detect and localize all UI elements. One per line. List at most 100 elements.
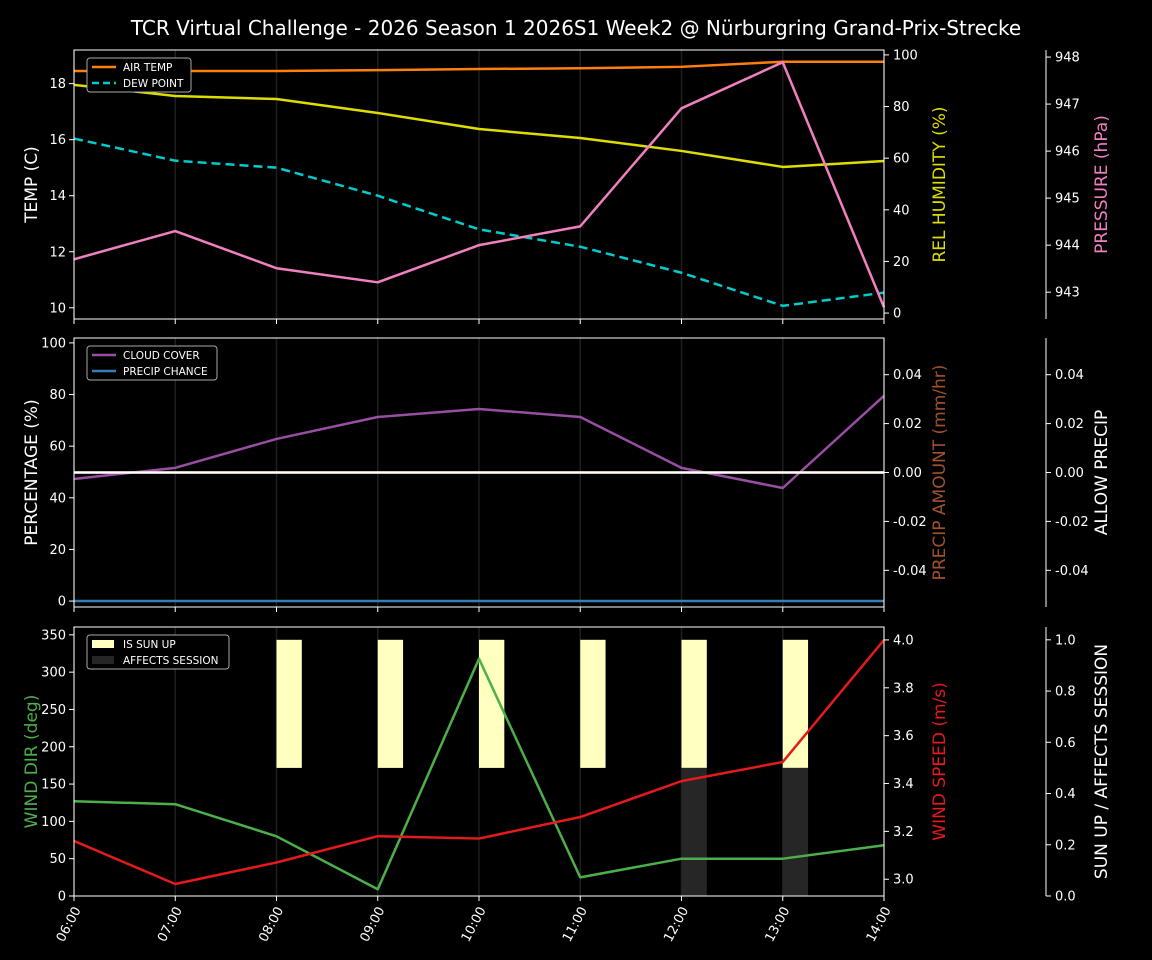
right-tick-label: 80: [893, 100, 910, 115]
left-tick-label: 150: [41, 778, 66, 793]
x-tick-label: 14:00: [864, 904, 895, 944]
legend-label: DEW POINT: [123, 78, 184, 90]
bar-is-sun-up: [580, 639, 606, 768]
right-tick-label: 40: [893, 203, 910, 218]
legend: CLOUD COVER PRECIP CHANCE: [86, 345, 218, 381]
bar-affects-session: [681, 767, 707, 896]
x-tick-label: 11:00: [560, 904, 591, 944]
left-tick-label: 100: [41, 815, 66, 830]
series-line-right-axis: [73, 639, 885, 886]
legend-swatch: [92, 640, 114, 648]
left-tick-label: 300: [41, 666, 66, 681]
left-tick-label: 16: [49, 133, 66, 148]
far-tick-label: 0.0: [1055, 890, 1076, 905]
right-tick-label: 0.04: [893, 368, 922, 383]
series-line-air-temp: [74, 60, 884, 73]
left-tick-label: 14: [49, 189, 66, 204]
far-tick-label: 943: [1055, 286, 1080, 301]
far-tick-label: 0.4: [1055, 787, 1076, 802]
right-axis-label: PRECIP AMOUNT (mm/hr): [930, 365, 950, 581]
right-tick-label: 0.00: [893, 466, 922, 481]
right-tick-label: 3.8: [893, 681, 914, 696]
right-tick-label: -0.02: [893, 515, 927, 530]
bar-is-sun-up: [681, 639, 707, 768]
far-axis-label: ALLOW PRECIP: [1092, 410, 1112, 536]
left-tick-label: 40: [49, 491, 66, 506]
x-tick-label: 09:00: [358, 904, 389, 944]
left-tick-label: 100: [41, 336, 66, 351]
right-tick-label: 100: [893, 48, 918, 63]
x-tick-label: 06:00: [54, 904, 85, 944]
far-tick-label: 0.2: [1055, 838, 1076, 853]
legend-box: [86, 345, 218, 381]
far-tick-label: 944: [1055, 239, 1080, 254]
legend-label: AIR TEMP: [123, 62, 172, 74]
legend-label: IS SUN UP: [123, 639, 176, 651]
legend-swatch: [92, 656, 114, 664]
right-tick-label: 3.6: [893, 729, 914, 744]
left-tick-label: 350: [41, 628, 66, 643]
right-tick-label: 3.0: [893, 873, 914, 888]
series-line-far-axis: [73, 60, 886, 308]
panel-2: 0 20 40 60 80 100 PERCENTAGE (%) -0.04 -0.02 0.00…: [22, 336, 1112, 612]
right-tick-label: 0: [893, 307, 901, 322]
left-tick-label: 12: [49, 245, 66, 260]
far-axis-label: SUN UP / AFFECTS SESSION: [1092, 644, 1112, 879]
left-tick-label: 250: [41, 703, 66, 718]
far-tick-label: 0.8: [1055, 685, 1076, 700]
far-tick-label: 946: [1055, 145, 1080, 160]
left-tick-label: 50: [49, 852, 66, 867]
far-tick-label: 0.04: [1055, 368, 1084, 383]
x-tick-label: 10:00: [459, 904, 490, 944]
far-tick-label: 947: [1055, 98, 1080, 113]
far-tick-label: 945: [1055, 192, 1080, 207]
x-tick-label: 07:00: [155, 904, 186, 944]
far-tick-label: 0.02: [1055, 417, 1084, 432]
left-axis-label: PERCENTAGE (%): [22, 399, 42, 545]
legend-label: AFFECTS SESSION: [123, 655, 219, 667]
x-tick-label: 12:00: [661, 904, 692, 944]
far-tick-label: 1.0: [1055, 633, 1076, 648]
far-tick-label: 948: [1055, 51, 1080, 66]
chart-title: TCR Virtual Challenge - 2026 Season 1 20…: [130, 16, 1021, 40]
right-axis-label: WIND SPEED (m/s): [930, 682, 950, 840]
far-axis-label: PRESSURE (hPa): [1092, 115, 1112, 254]
legend: AIR TEMP DEW POINT: [86, 57, 192, 93]
left-tick-label: 20: [49, 543, 66, 558]
left-tick-label: 80: [49, 388, 66, 403]
left-tick-label: 200: [41, 740, 66, 755]
series-line-left-axis: [73, 657, 885, 891]
far-tick-label: 0.00: [1055, 466, 1084, 481]
legend: IS SUN UP AFFECTS SESSION: [86, 634, 230, 670]
bar-affects-session: [782, 767, 809, 896]
panel-3: 0 50 100 150 200 250 300 350 WIND DIR (deg) 3.0 3.…: [22, 626, 1112, 945]
panel-1: 10 12 14 16 18 TEMP (C) 0 20 40 60 80 100 REL HUMIDI…: [22, 48, 1112, 324]
far-tick-label: 0.6: [1055, 736, 1076, 751]
right-axis-label: REL HUMIDITY (%): [930, 106, 950, 262]
right-tick-label: 3.2: [893, 825, 914, 840]
far-tick-label: -0.02: [1055, 515, 1089, 530]
right-tick-label: 0.02: [893, 417, 922, 432]
x-tick-label: 13:00: [763, 904, 794, 944]
right-tick-label: 4.0: [893, 633, 914, 648]
legend-label: PRECIP CHANCE: [123, 366, 208, 378]
right-tick-label: 60: [893, 152, 910, 167]
series-line-cloud-cover: [73, 394, 885, 490]
left-tick-label: 0: [58, 595, 66, 610]
bar-is-sun-up: [377, 639, 404, 768]
bar-is-sun-up: [782, 639, 809, 768]
legend-box: [86, 634, 230, 670]
right-tick-label: 3.4: [893, 777, 914, 792]
series-line-right-axis: [73, 83, 885, 169]
left-tick-label: 18: [49, 77, 66, 92]
left-axis-label: TEMP (C): [22, 146, 42, 224]
legend-label: CLOUD COVER: [123, 350, 200, 362]
left-axis-label: WIND DIR (deg): [22, 695, 42, 829]
left-tick-label: 0: [58, 890, 66, 905]
bar-is-sun-up: [276, 639, 302, 768]
far-tick-label: -0.04: [1055, 564, 1089, 579]
left-tick-label: 60: [49, 440, 66, 455]
right-tick-label: -0.04: [893, 564, 927, 579]
x-tick-label: 08:00: [256, 904, 287, 944]
